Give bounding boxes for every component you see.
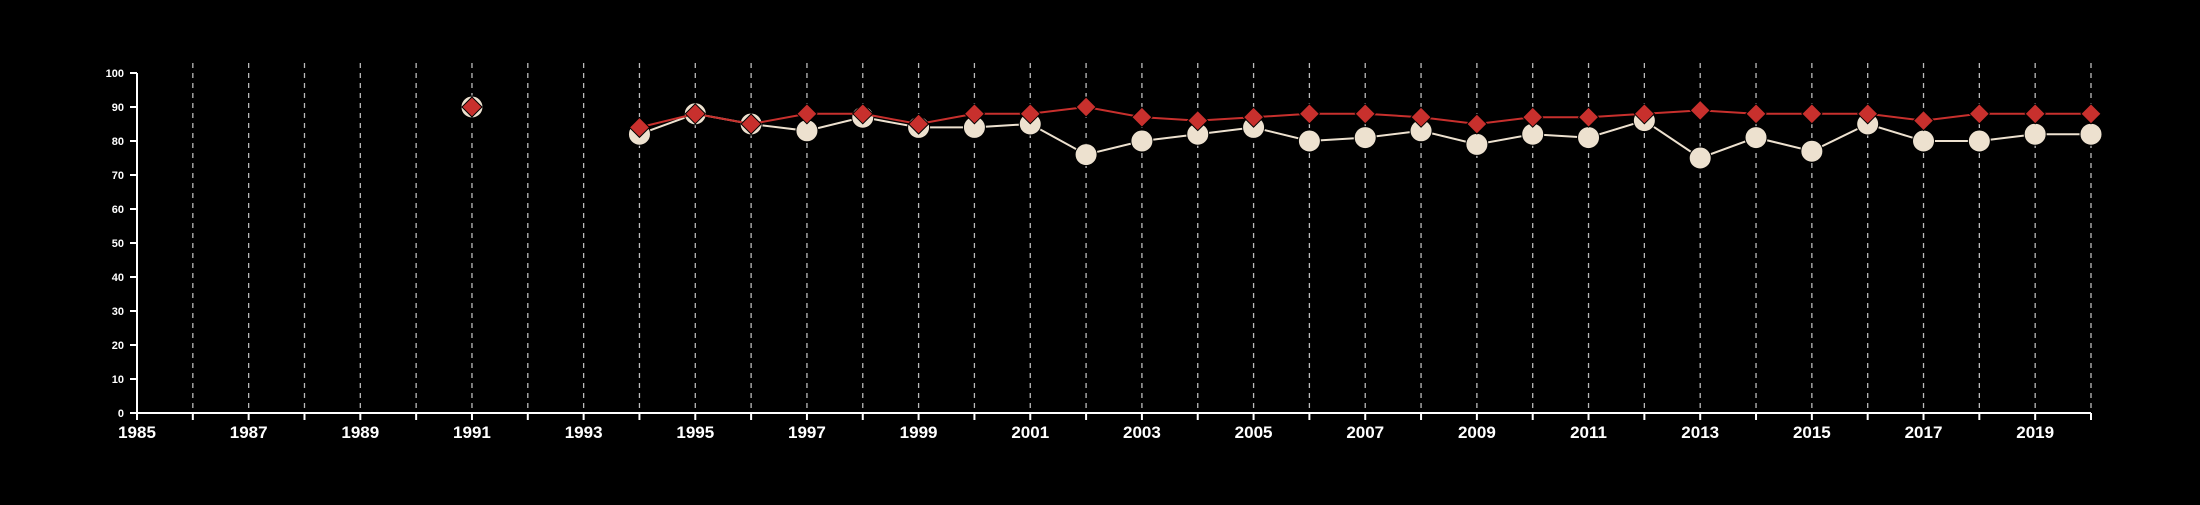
data-point <box>1130 129 1154 153</box>
data-point <box>907 113 930 135</box>
data-point <box>1019 103 1041 125</box>
x-tick-label: 2015 <box>1793 423 1831 442</box>
x-tick-label: 1995 <box>676 423 714 442</box>
series-2 <box>461 96 2102 139</box>
data-point <box>740 113 762 135</box>
x-tick-label: 2005 <box>1235 423 1273 442</box>
y-tick-label: 50 <box>112 238 124 250</box>
series-1 <box>460 95 2103 170</box>
data-point <box>1242 106 1265 128</box>
x-tick-label: 1997 <box>788 423 826 442</box>
x-tick-label: 2001 <box>1011 423 1049 442</box>
data-point <box>1522 106 1544 128</box>
data-point <box>1187 109 1209 132</box>
data-point <box>2024 103 2046 125</box>
x-tick-label: 1985 <box>118 423 156 442</box>
x-tick-label: 2019 <box>2016 423 2054 442</box>
x-tick-label: 1991 <box>453 423 491 442</box>
grid-lines <box>192 63 2092 413</box>
x-tick-label: 2011 <box>1570 423 1607 442</box>
x-tick-label: 1999 <box>900 423 938 442</box>
data-point <box>1074 143 1098 167</box>
data-point <box>1075 96 1097 118</box>
data-point <box>1131 106 1153 128</box>
data-point <box>628 116 651 139</box>
data-point <box>1856 103 1879 125</box>
data-point <box>1800 139 1824 163</box>
y-tick-label: 0 <box>118 408 124 420</box>
data-point <box>1968 103 1991 125</box>
data-point <box>2079 122 2103 146</box>
data-point <box>1297 129 1321 153</box>
data-point <box>1633 103 1656 125</box>
x-tick-label: 2007 <box>1346 423 1384 442</box>
x-tick-label: 1987 <box>230 423 268 442</box>
data-point <box>796 103 818 125</box>
y-tick-label: 80 <box>112 136 124 148</box>
data-point <box>2080 103 2102 125</box>
data-point <box>852 103 874 125</box>
data-point <box>1912 129 1936 153</box>
y-tick-label: 10 <box>112 374 124 386</box>
x-tick-label: 2017 <box>1905 423 1943 442</box>
data-point <box>963 103 986 125</box>
data-point <box>1298 103 1321 125</box>
x-tick-label: 1989 <box>341 423 379 442</box>
data-point <box>1577 106 1600 128</box>
data-point <box>1912 109 1935 132</box>
x-tick-label: 2003 <box>1123 423 1161 442</box>
y-tick-label: 70 <box>112 170 124 182</box>
y-tick-label: 40 <box>112 272 124 284</box>
data-point <box>684 103 706 125</box>
data-point <box>1354 103 1376 125</box>
x-tick-label: 2009 <box>1458 423 1496 442</box>
data-point <box>1744 126 1768 150</box>
data-point <box>1466 113 1488 135</box>
data-point <box>461 96 483 118</box>
y-tick-label: 30 <box>112 306 124 318</box>
y-tick-label: 60 <box>112 204 124 216</box>
y-tick-label: 100 <box>106 68 124 80</box>
data-point <box>1689 99 1711 122</box>
data-point <box>1353 126 1377 150</box>
data-series <box>460 95 2103 170</box>
x-tick-label: 2013 <box>1681 423 1719 442</box>
y-tick-label: 90 <box>112 102 124 114</box>
data-point <box>1688 146 1712 170</box>
data-point <box>1465 132 1489 156</box>
data-point <box>2023 122 2047 146</box>
data-point <box>1577 126 1601 150</box>
data-point <box>1801 103 1823 125</box>
x-tick-label: 1993 <box>565 423 603 442</box>
y-tick-label: 20 <box>112 340 124 352</box>
data-point <box>1410 106 1432 128</box>
axes: 0 10 20 30 40 50 60 70 80 90 100 1985 1987 1989 1991 19… <box>106 68 2092 442</box>
data-point <box>1967 129 1991 153</box>
data-point <box>1745 103 1767 125</box>
